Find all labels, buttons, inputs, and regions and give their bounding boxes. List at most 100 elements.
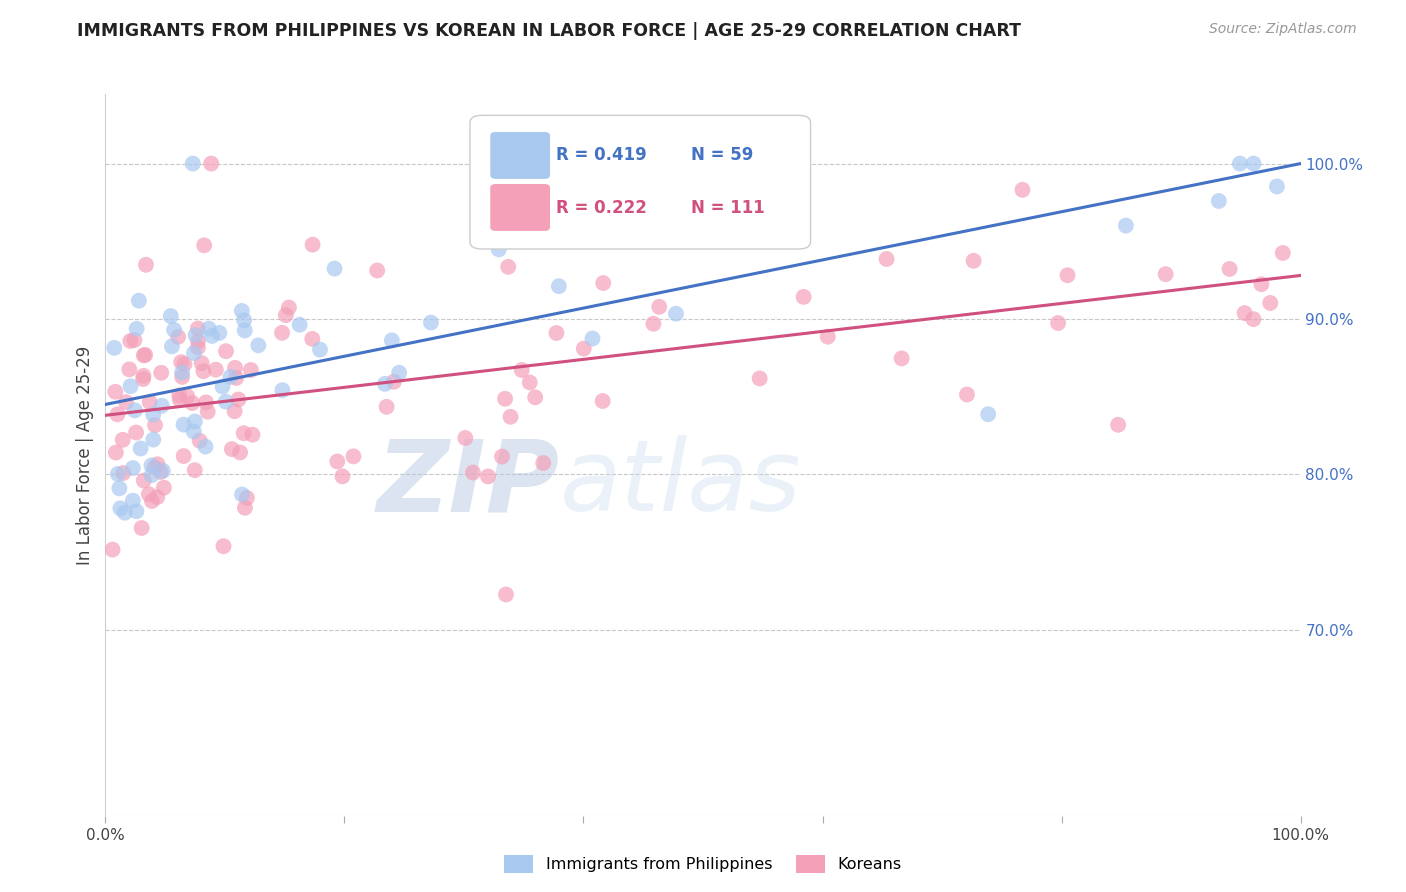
Point [215, 344, 238, 359]
Point [499, 409, 522, 424]
Point [181, 396, 204, 410]
Point [232, 426, 254, 441]
Point [142, 408, 165, 422]
Point [1154, 267, 1177, 281]
Point [169, 392, 191, 407]
Point [183, 425, 205, 439]
Point [118, 362, 141, 376]
Point [208, 326, 231, 340]
Point [115, 395, 138, 409]
Point [510, 363, 533, 377]
Point [890, 351, 912, 366]
Point [956, 387, 979, 401]
Point [173, 449, 195, 463]
Point [211, 379, 233, 393]
Point [366, 263, 388, 277]
Point [146, 490, 169, 504]
Point [1233, 306, 1256, 320]
Point [233, 313, 256, 327]
Point [233, 500, 256, 515]
Point [309, 343, 332, 357]
Point [101, 542, 124, 557]
Point [388, 366, 411, 380]
Point [572, 342, 595, 356]
Point [219, 369, 242, 384]
Point [215, 394, 238, 409]
Point [1265, 179, 1288, 194]
Point [488, 243, 510, 257]
Point [817, 329, 839, 343]
Point [326, 454, 349, 468]
Point [477, 469, 499, 483]
Point [150, 399, 173, 413]
Point [195, 395, 218, 409]
Point [172, 366, 194, 380]
Point [1208, 194, 1230, 208]
Point [547, 279, 569, 293]
Point [665, 307, 688, 321]
Point [104, 384, 127, 399]
Point [381, 334, 404, 348]
Point [531, 456, 554, 470]
Point [1271, 246, 1294, 260]
Point [110, 501, 132, 516]
Point [125, 504, 148, 518]
Point [143, 418, 166, 433]
Point [120, 379, 142, 393]
Point [108, 481, 131, 495]
Y-axis label: In Labor Force | Age 25-29: In Labor Force | Age 25-29 [76, 345, 94, 565]
Point [761, 178, 783, 192]
Point [454, 431, 477, 445]
Point [146, 457, 169, 471]
Point [112, 466, 135, 480]
Point [1219, 261, 1241, 276]
Point [374, 376, 396, 391]
Point [301, 237, 323, 252]
Point [225, 371, 247, 385]
Point [132, 368, 155, 383]
Point [233, 323, 256, 337]
Point [173, 357, 195, 371]
Point [104, 445, 127, 459]
Point [977, 407, 1000, 421]
Point [274, 308, 297, 322]
Point [962, 253, 984, 268]
Point [581, 332, 603, 346]
Point [167, 330, 190, 344]
Point [187, 321, 209, 335]
Point [135, 258, 157, 272]
FancyBboxPatch shape [491, 184, 550, 231]
Point [200, 156, 222, 170]
Point [277, 301, 299, 315]
Point [141, 494, 163, 508]
Point [491, 450, 513, 464]
Point [173, 417, 195, 432]
Point [132, 348, 155, 362]
Point [382, 375, 405, 389]
Text: N = 59: N = 59 [692, 146, 754, 164]
Point [524, 390, 547, 404]
Point [224, 360, 246, 375]
Point [111, 433, 134, 447]
Point [271, 326, 294, 340]
Point [1011, 183, 1033, 197]
Point [143, 460, 166, 475]
Point [131, 521, 153, 535]
Point [187, 334, 209, 349]
Point [193, 238, 215, 252]
Point [229, 445, 252, 459]
Point [167, 388, 190, 402]
Point [1115, 219, 1137, 233]
Point [103, 341, 125, 355]
Point [134, 348, 156, 362]
Point [105, 408, 128, 422]
Point [181, 156, 204, 170]
Point [138, 487, 160, 501]
Point [420, 316, 443, 330]
Point [1056, 268, 1078, 283]
Point [125, 425, 148, 440]
Point [288, 318, 311, 332]
Point [125, 322, 148, 336]
Point [332, 469, 354, 483]
Point [494, 392, 516, 406]
